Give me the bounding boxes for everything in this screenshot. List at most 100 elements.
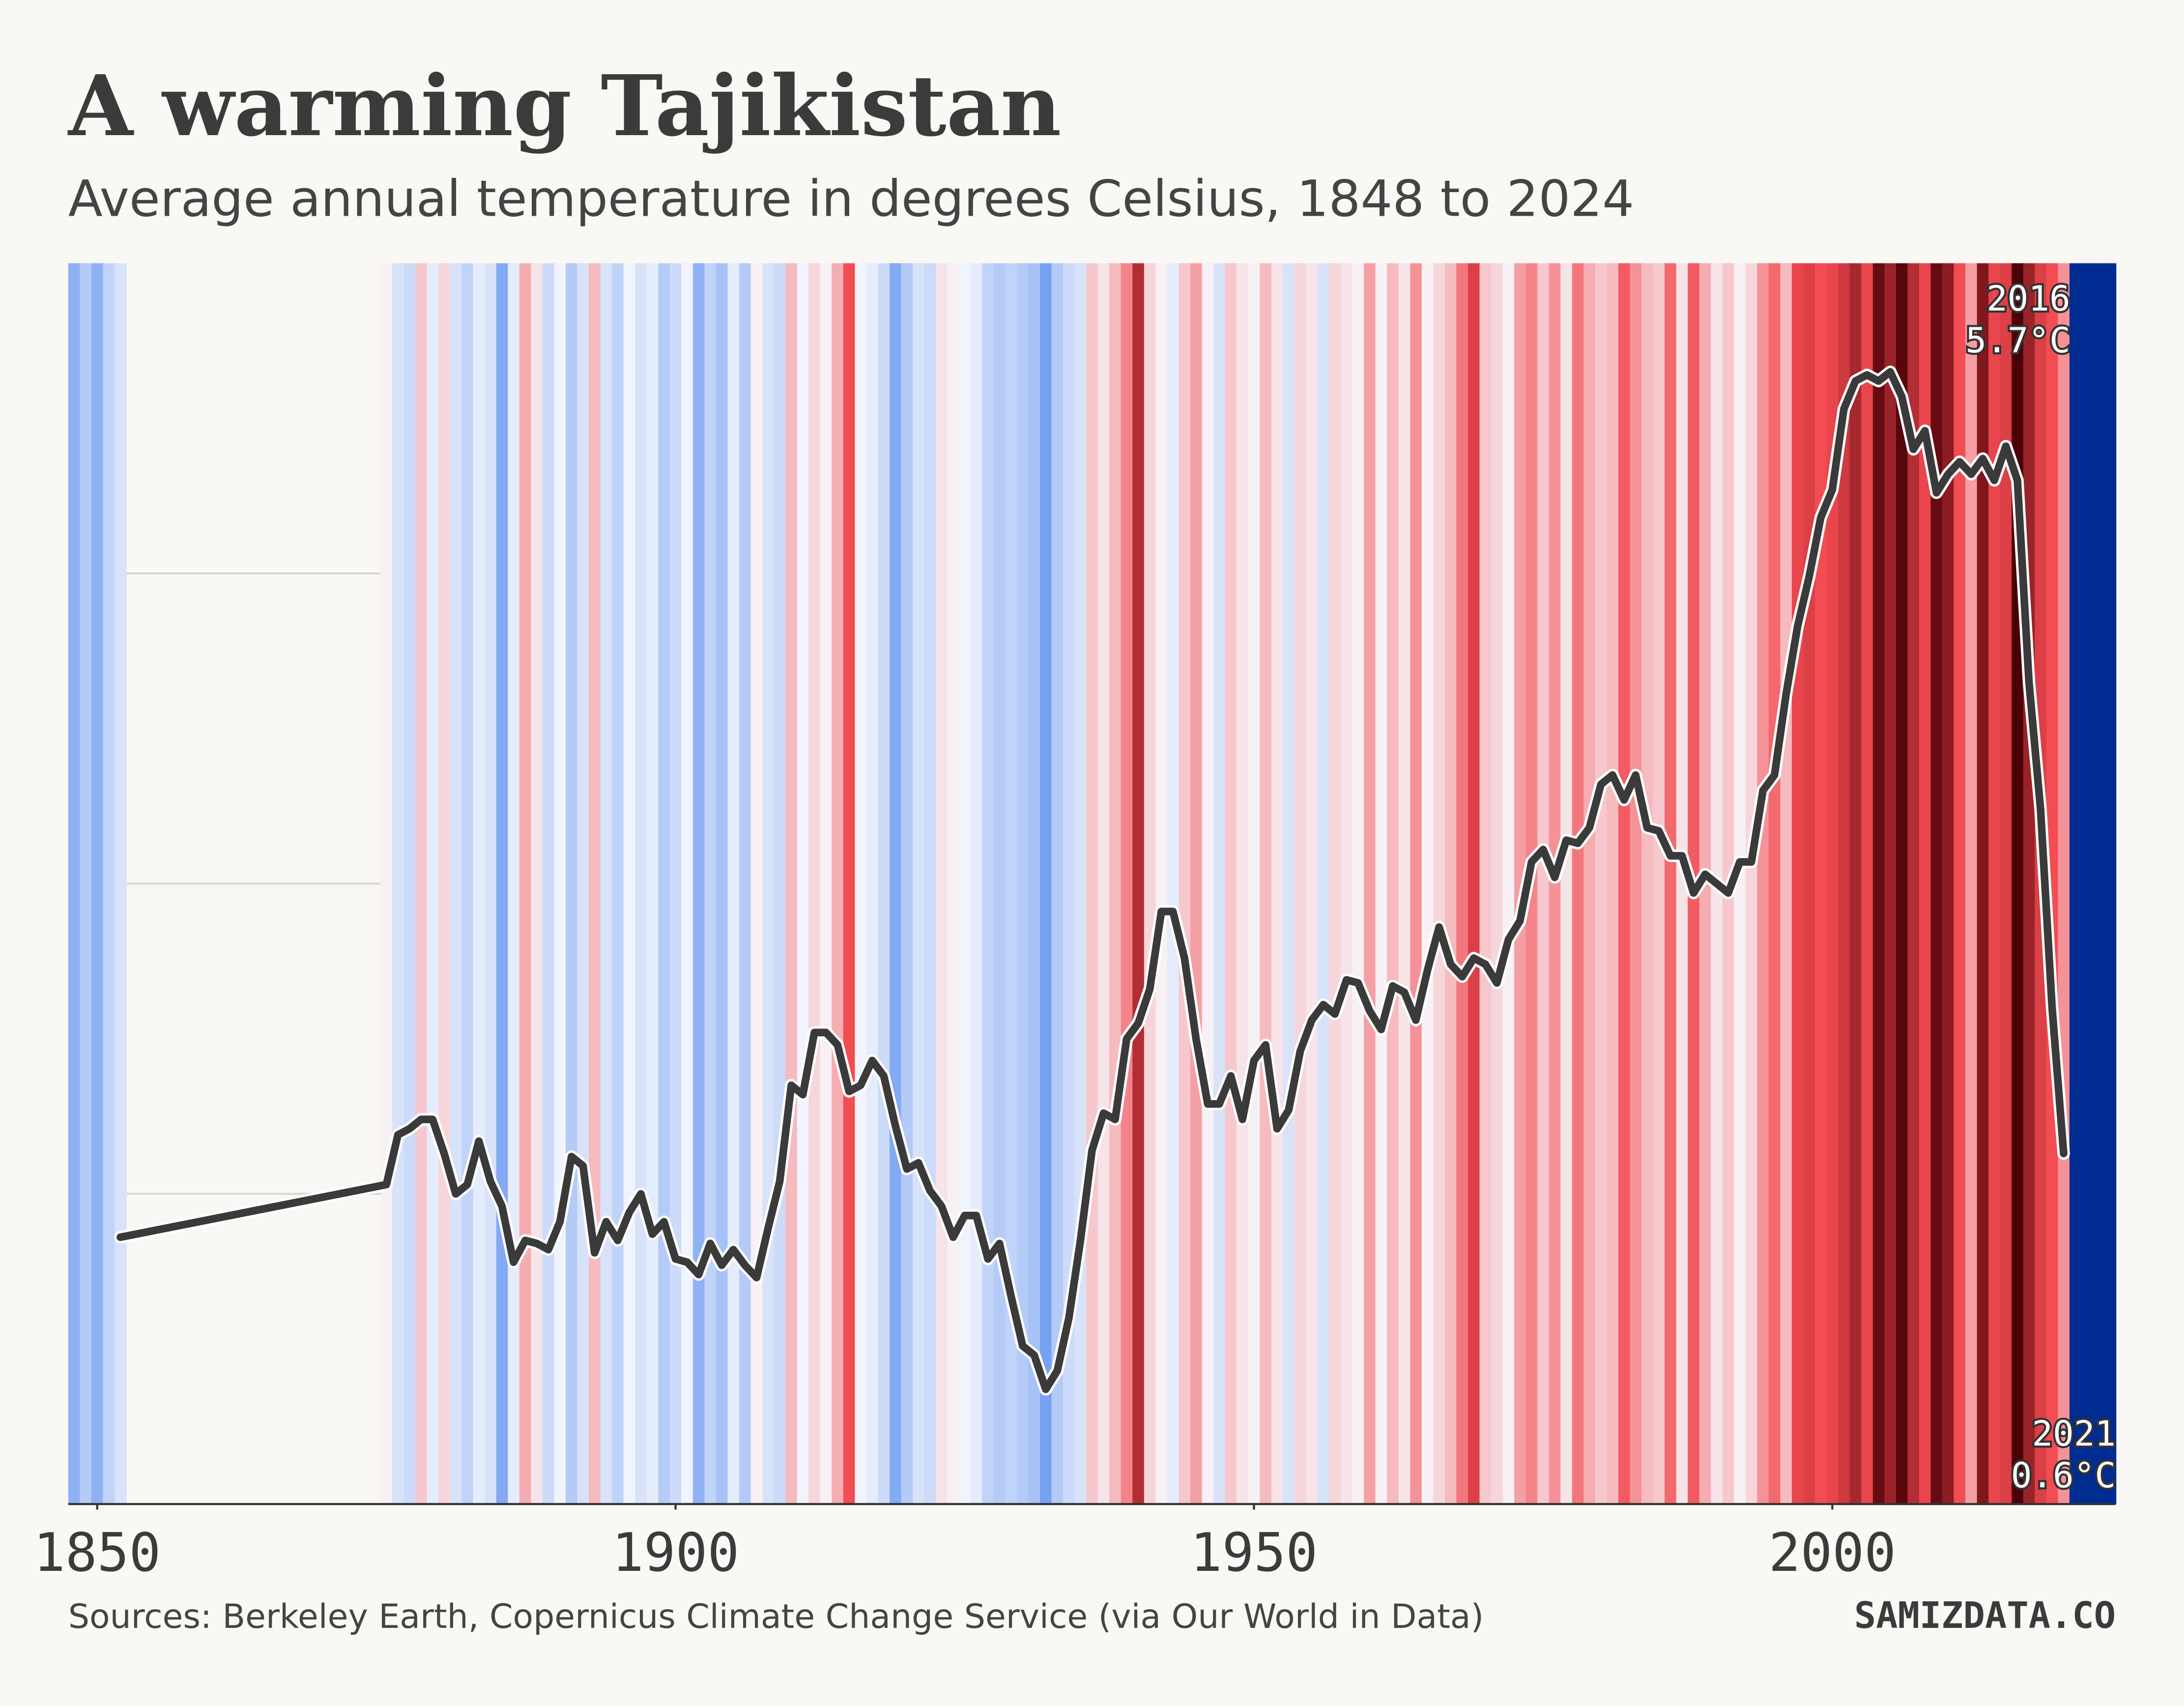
stripe bbox=[681, 263, 694, 1504]
stripe bbox=[80, 263, 92, 1504]
stripe bbox=[913, 263, 925, 1504]
stripe bbox=[1665, 263, 1677, 1504]
stripe bbox=[91, 263, 104, 1504]
stripe bbox=[2104, 263, 2117, 1504]
stripe bbox=[1178, 263, 1191, 1504]
stripe bbox=[2058, 263, 2070, 1504]
stripe bbox=[1549, 263, 1561, 1504]
stripe bbox=[2069, 263, 2082, 1504]
stripe bbox=[785, 263, 798, 1504]
x-tick-label: 2000 bbox=[1769, 1522, 1896, 1584]
stripe bbox=[1341, 263, 1353, 1504]
stripe bbox=[750, 263, 763, 1504]
annotation-year: 2021 bbox=[2032, 1413, 2116, 1454]
stripe bbox=[1155, 263, 1168, 1504]
stripe bbox=[1618, 263, 1631, 1504]
stripe bbox=[658, 263, 670, 1504]
annotation-value: 0.6°C bbox=[2011, 1455, 2116, 1496]
stripe bbox=[1190, 263, 1203, 1504]
stripe bbox=[1907, 263, 1920, 1504]
stripe bbox=[542, 263, 555, 1504]
stripe bbox=[103, 263, 115, 1504]
stripe bbox=[1028, 263, 1041, 1504]
stripe bbox=[1595, 263, 1608, 1504]
stripe bbox=[1583, 263, 1596, 1504]
chart-title: A warming Tajikistan bbox=[67, 57, 1062, 155]
stripe bbox=[808, 263, 821, 1504]
stripe bbox=[692, 263, 705, 1504]
stripe bbox=[577, 263, 590, 1504]
stripe bbox=[947, 263, 960, 1504]
stripe bbox=[1271, 263, 1284, 1504]
stripe bbox=[982, 263, 995, 1504]
stripe bbox=[762, 263, 775, 1504]
stripe bbox=[623, 263, 636, 1504]
stripe bbox=[635, 263, 647, 1504]
stripe bbox=[1086, 263, 1098, 1504]
stripe bbox=[1467, 263, 1480, 1504]
x-tick-label: 1950 bbox=[1190, 1522, 1318, 1584]
stripe bbox=[1803, 263, 1816, 1504]
stripe bbox=[427, 263, 439, 1504]
stripe bbox=[1433, 263, 1446, 1504]
stripe bbox=[970, 263, 983, 1504]
stripe bbox=[554, 263, 567, 1504]
stripe bbox=[600, 263, 613, 1504]
stripe bbox=[901, 263, 914, 1504]
stripe bbox=[1167, 263, 1179, 1504]
line bbox=[116, 368, 2068, 1393]
stripe bbox=[589, 263, 601, 1504]
stripe bbox=[727, 263, 740, 1504]
stripe bbox=[1051, 263, 1064, 1504]
stripe bbox=[438, 263, 451, 1504]
stripe bbox=[1387, 263, 1399, 1504]
stripe bbox=[936, 263, 948, 1504]
stripe bbox=[739, 263, 751, 1504]
stripe bbox=[1491, 263, 1503, 1504]
stripe bbox=[1502, 263, 1515, 1504]
stripe bbox=[1479, 263, 1492, 1504]
stripe bbox=[519, 263, 532, 1504]
stripe bbox=[1236, 263, 1249, 1504]
stripe bbox=[1444, 263, 1457, 1504]
stripe bbox=[1849, 263, 1862, 1504]
brand: SAMIZDATA.CO bbox=[1854, 1595, 2116, 1637]
stripe bbox=[461, 263, 474, 1504]
stripe bbox=[1375, 263, 1388, 1504]
stripe bbox=[1572, 263, 1584, 1504]
stripe bbox=[1410, 263, 1422, 1504]
stripe bbox=[866, 263, 879, 1504]
stripe bbox=[1792, 263, 1804, 1504]
stripe bbox=[669, 263, 682, 1504]
stripe bbox=[1768, 263, 1781, 1504]
stripe bbox=[115, 263, 127, 1504]
stripe bbox=[704, 263, 717, 1504]
stripe bbox=[716, 263, 728, 1504]
stripe bbox=[1132, 263, 1145, 1504]
stripe bbox=[1641, 263, 1654, 1504]
x-tick-label: 1900 bbox=[612, 1522, 739, 1584]
stripe bbox=[1653, 263, 1666, 1504]
stripe bbox=[1352, 263, 1365, 1504]
stripe bbox=[1074, 263, 1087, 1504]
stripe bbox=[1283, 263, 1295, 1504]
stripe bbox=[450, 263, 462, 1504]
stripe bbox=[612, 263, 624, 1504]
stripe bbox=[1757, 263, 1770, 1504]
stripe bbox=[496, 263, 509, 1504]
stripe bbox=[1861, 263, 1873, 1504]
stripe bbox=[1213, 263, 1226, 1504]
stripe bbox=[392, 263, 404, 1504]
stripe bbox=[1329, 263, 1342, 1504]
annotation-year: 2016 bbox=[1986, 278, 2070, 319]
stripe bbox=[1560, 263, 1573, 1504]
stripe bbox=[646, 263, 659, 1504]
stripe bbox=[832, 263, 844, 1504]
stripe bbox=[993, 263, 1006, 1504]
stripe bbox=[1121, 263, 1133, 1504]
stripe bbox=[1202, 263, 1214, 1504]
stripe bbox=[1780, 263, 1793, 1504]
stripe bbox=[415, 263, 428, 1504]
stripe bbox=[855, 263, 867, 1504]
